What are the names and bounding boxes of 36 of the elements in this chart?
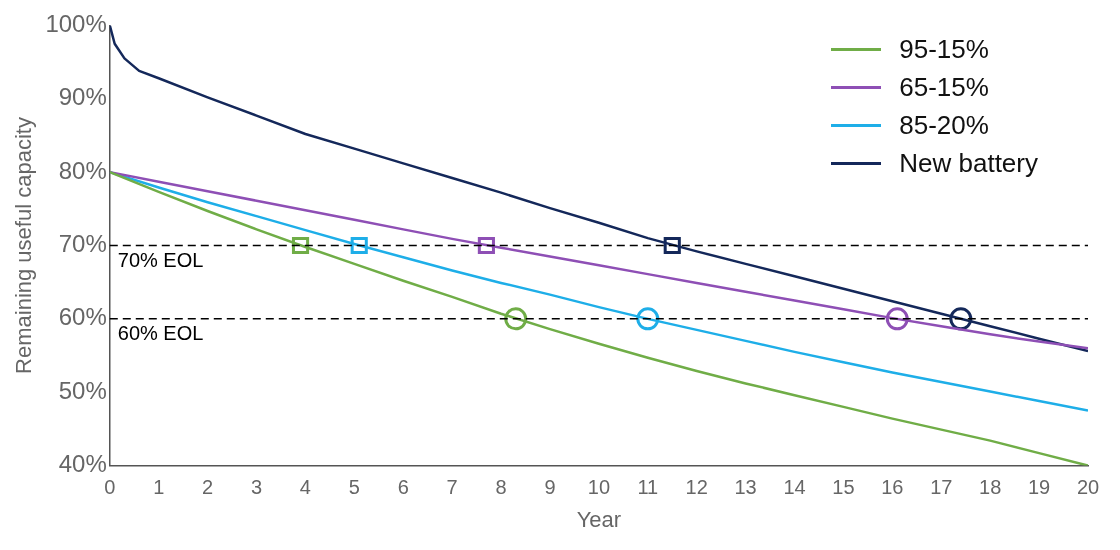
legend-label: New battery — [899, 147, 1038, 179]
x-tick-label: 12 — [685, 476, 708, 499]
ref-line-label: 70% EOL — [117, 249, 204, 272]
y-tick-label: 80% — [58, 156, 107, 184]
y-axis-title: Remaining useful capacity — [11, 117, 37, 374]
x-tick-label: 11 — [637, 476, 659, 499]
y-tick-label: 50% — [58, 376, 107, 404]
x-tick-label: 13 — [734, 476, 757, 499]
legend-label: 85-20% — [899, 109, 989, 141]
x-tick-label: 15 — [832, 476, 855, 499]
x-tick-label: 16 — [881, 476, 904, 499]
x-tick-label: 7 — [446, 476, 458, 499]
x-tick-label: 19 — [1027, 476, 1051, 499]
y-tick-label: 40% — [58, 450, 107, 478]
x-tick-label: 17 — [930, 476, 953, 499]
x-tick-label: 14 — [783, 476, 806, 499]
x-tick-label: 0 — [104, 476, 116, 499]
x-tick-label: 10 — [587, 476, 611, 499]
x-tick-label: 9 — [544, 476, 556, 499]
y-tick-label: 100% — [45, 10, 107, 38]
x-tick-label: 6 — [397, 476, 409, 499]
x-tick-label: 1 — [153, 476, 165, 499]
x-tick-label: 2 — [202, 476, 214, 499]
x-tick-label: 5 — [348, 476, 360, 499]
ref-line-label: 60% EOL — [117, 322, 204, 345]
y-tick-label: 70% — [58, 230, 107, 258]
legend-label: 65-15% — [899, 71, 989, 103]
x-tick-label: 8 — [495, 476, 507, 499]
x-axis-title: Year — [576, 506, 622, 532]
x-tick-label: 18 — [979, 476, 1002, 499]
x-tick-label: 4 — [299, 476, 311, 499]
y-tick-label: 60% — [58, 303, 107, 331]
legend-label: 95-15% — [899, 33, 989, 65]
x-tick-label: 3 — [250, 476, 263, 499]
x-tick-label: 20 — [1076, 476, 1100, 499]
y-tick-label: 90% — [58, 83, 107, 111]
